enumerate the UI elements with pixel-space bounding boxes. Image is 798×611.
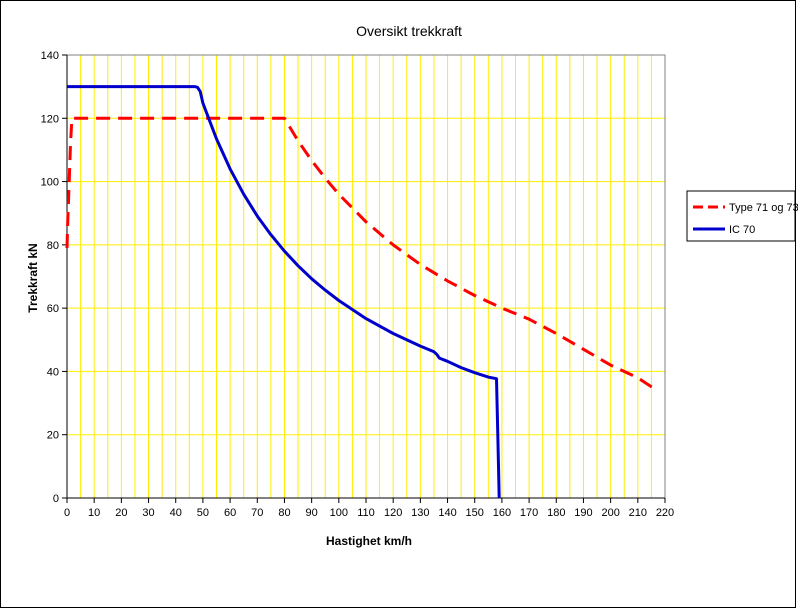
x-tick-label: 210 <box>629 507 647 519</box>
legend: Type 71 og 73 IC 70 <box>686 190 798 242</box>
x-tick-label: 160 <box>493 507 511 519</box>
x-tick-label: 50 <box>197 507 209 519</box>
grid <box>67 54 665 498</box>
y-axis-title: Trekkraft kN <box>26 243 40 312</box>
legend-label-0: Type 71 og 73 <box>729 202 798 214</box>
x-tick-label: 70 <box>251 507 263 519</box>
x-tick-label: 140 <box>438 507 456 519</box>
x-axis-title: Hastighet km/h <box>326 534 412 548</box>
x-tick-label: 40 <box>170 507 182 519</box>
y-tick-label: 40 <box>47 366 59 378</box>
x-tick-label: 100 <box>330 507 348 519</box>
x-tick-label: 220 <box>656 507 674 519</box>
x-tick-label: 170 <box>520 507 538 519</box>
series-layer <box>65 85 658 499</box>
y-tick-label: 140 <box>41 50 59 62</box>
x-tick-label: 190 <box>574 507 592 519</box>
y-tick-label: 120 <box>41 113 59 125</box>
x-tick-label: 0 <box>64 507 70 519</box>
y-tick-label: 60 <box>47 303 59 315</box>
x-tick-label: 200 <box>601 507 619 519</box>
legend-label-1: IC 70 <box>729 224 755 236</box>
x-tick-label: 10 <box>88 507 100 519</box>
legend-box <box>686 190 796 242</box>
y-tick-label: 80 <box>47 240 59 252</box>
x-tick-label: 80 <box>278 507 290 519</box>
x-tick-label: 150 <box>466 507 484 519</box>
x-tick-label: 130 <box>411 507 429 519</box>
x-tick-label: 90 <box>306 507 318 519</box>
x-tick-label: 110 <box>357 507 375 519</box>
x-tick-label: 120 <box>384 507 402 519</box>
chart-title: Oversikt trekkraft <box>356 23 462 39</box>
axis-ticks: 0 10 20 30 40 50 60 70 80 90 100 110 120 130 140 150 160… <box>41 50 675 519</box>
y-tick-label: 100 <box>41 177 59 189</box>
series-line-1 <box>67 85 501 499</box>
x-tick-label: 180 <box>547 507 565 519</box>
x-tick-label: 60 <box>224 507 236 519</box>
x-tick-label: 20 <box>115 507 127 519</box>
x-tick-label: 30 <box>142 507 154 519</box>
y-tick-label: 0 <box>53 493 59 505</box>
series-line-0 <box>65 116 658 392</box>
y-tick-label: 20 <box>47 430 59 442</box>
